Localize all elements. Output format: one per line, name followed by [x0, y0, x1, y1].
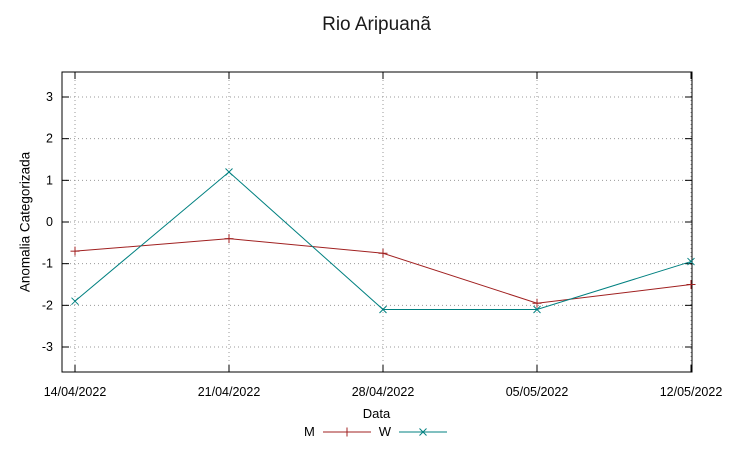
- legend-sample-line-m: [322, 427, 371, 437]
- svg-text:2: 2: [46, 132, 53, 146]
- svg-text:3: 3: [46, 90, 53, 104]
- svg-text:21/04/2022: 21/04/2022: [198, 385, 261, 399]
- x-axis-label: Data: [362, 406, 391, 421]
- chart-legend: M W: [0, 424, 753, 439]
- svg-text:-1: -1: [42, 257, 53, 271]
- legend-label-m: M: [303, 424, 315, 439]
- chart-title: Rio Aripuanã: [322, 14, 431, 35]
- svg-text:14/04/2022: 14/04/2022: [44, 385, 107, 399]
- svg-text:05/05/2022: 05/05/2022: [506, 385, 569, 399]
- legend-label-w: W: [378, 424, 392, 439]
- svg-text:-3: -3: [42, 340, 53, 354]
- legend-item-w: W: [379, 424, 449, 439]
- svg-text:0: 0: [46, 215, 53, 229]
- legend-sample-line-w: [399, 428, 448, 436]
- svg-text:28/04/2022: 28/04/2022: [352, 385, 415, 399]
- svg-text:1: 1: [46, 173, 53, 187]
- svg-text:12/05/2022: 12/05/2022: [660, 385, 723, 399]
- legend-item-m: M: [304, 424, 373, 439]
- y-axis-label: Anomalia Categorizada: [17, 151, 33, 293]
- svg-text:-2: -2: [42, 298, 53, 312]
